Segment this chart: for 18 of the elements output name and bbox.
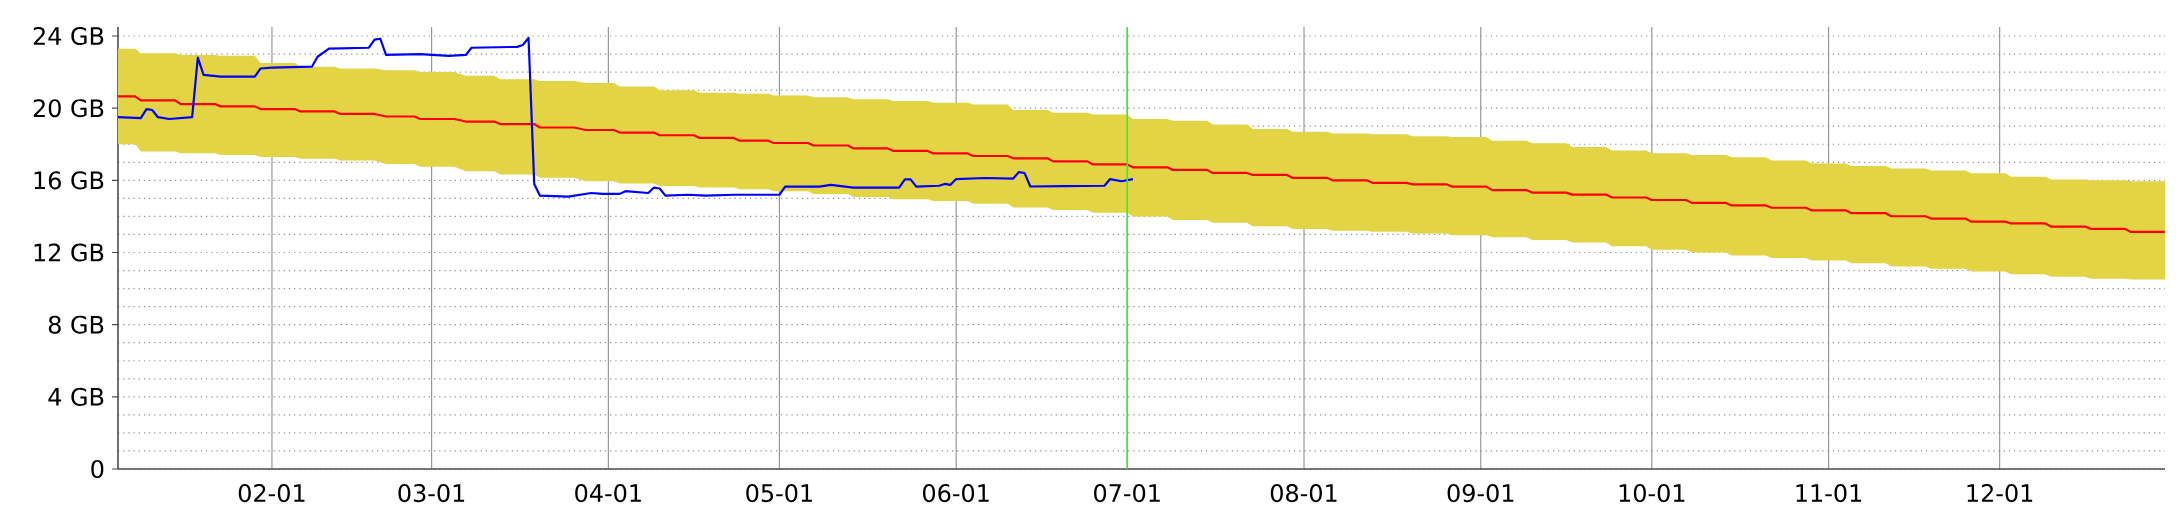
x-tick-label: 08-01 <box>1270 484 1337 503</box>
y-tick-label: 4 GB <box>48 387 104 406</box>
x-tick-label: 10-01 <box>1619 484 1685 503</box>
y-tick-label: 8 GB <box>48 315 104 334</box>
x-tick-label: 06-01 <box>923 484 989 503</box>
x-tick-label: 07-01 <box>1094 484 1160 503</box>
x-tick-label: 04-01 <box>575 484 641 503</box>
y-tick-label: 16 GB <box>34 171 104 190</box>
y-tick-label: 12 GB <box>34 243 104 262</box>
x-tick-label: 11-01 <box>1796 484 1862 503</box>
x-tick-label: 02-01 <box>238 484 305 503</box>
y-tick-label: 24 GB <box>33 26 104 46</box>
x-tick-label: 12-01 <box>1967 484 2033 503</box>
x-tick-label: 09-01 <box>1447 484 1514 503</box>
y-tick-label: 0 <box>91 459 104 479</box>
x-tick-label: 03-01 <box>398 484 465 503</box>
x-tick-label: 05-01 <box>746 484 812 503</box>
y-tick-label: 20 GB <box>33 99 104 118</box>
